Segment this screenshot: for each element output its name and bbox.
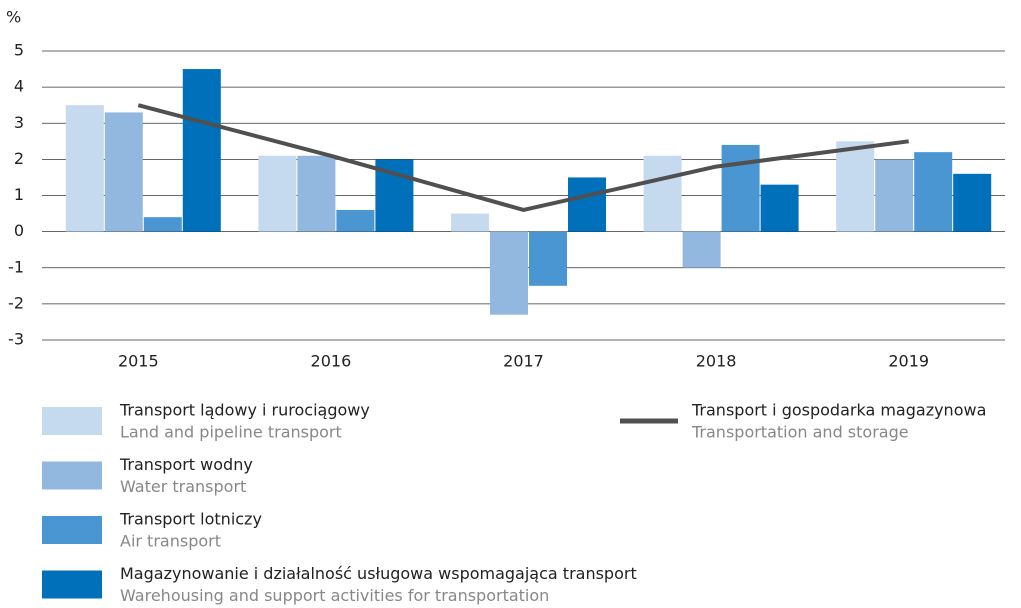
legend-swatch: [42, 516, 102, 544]
bar: [721, 144, 760, 232]
bar: [451, 213, 489, 232]
x-tick-label: 2019: [888, 352, 929, 371]
legend-label: Magazynowanie i działalność usługowa wsp…: [120, 564, 637, 583]
legend-sublabel: Warehousing and support activities for t…: [120, 586, 549, 605]
bar: [65, 105, 104, 232]
x-tick-label: 2018: [696, 352, 737, 371]
y-axis-label: %: [6, 8, 21, 27]
legend-sublabel: Transportation and storage: [691, 423, 909, 442]
y-tick-label: -1: [8, 257, 24, 276]
legend-label: Transport lądowy i rurociągowy: [119, 401, 370, 420]
bar: [643, 155, 682, 232]
legend-label: Transport lotniczy: [119, 510, 262, 529]
y-tick-label: -3: [8, 330, 24, 349]
line: [137, 103, 909, 212]
legend-sublabel: Water transport: [120, 477, 246, 496]
legend-label: Transport i gospodarka magazynowa: [691, 401, 986, 420]
bar: [490, 231, 528, 315]
x-tick-label: 2016: [311, 352, 352, 371]
y-tick-label: 5: [14, 41, 24, 60]
legend-sublabel: Land and pipeline transport: [120, 423, 342, 442]
x-tick-label: 2017: [503, 352, 544, 371]
bar: [182, 69, 221, 232]
legend-swatch: [42, 461, 102, 490]
y-tick-label: 2: [14, 149, 24, 168]
bar: [104, 112, 143, 232]
legend-sublabel: Air transport: [120, 532, 221, 551]
legend-label: Transport wodny: [119, 455, 253, 474]
bar: [836, 141, 875, 232]
bar: [682, 231, 721, 268]
bar: [875, 159, 914, 232]
bar: [568, 177, 606, 232]
bar: [336, 209, 375, 232]
y-tick-label: 4: [14, 77, 24, 96]
legend-swatch: [42, 570, 102, 599]
y-tick-label: 1: [14, 185, 24, 204]
bar: [953, 173, 992, 232]
bar: [529, 231, 567, 286]
y-tick-label: 0: [14, 221, 24, 240]
bar: [914, 152, 953, 232]
y-tick-label: 3: [14, 113, 24, 132]
legend-swatch: [42, 407, 102, 435]
bar: [297, 155, 336, 232]
bar: [760, 184, 799, 232]
y-tick-label: -2: [8, 293, 24, 312]
bar: [258, 155, 297, 232]
x-tick-label: 2015: [118, 352, 159, 371]
bar: [143, 217, 182, 232]
